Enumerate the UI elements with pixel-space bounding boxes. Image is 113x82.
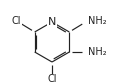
Text: N: N: [47, 17, 56, 27]
Text: NH₂: NH₂: [88, 16, 106, 26]
Text: NH₂: NH₂: [88, 47, 106, 57]
Text: Cl: Cl: [47, 74, 56, 82]
Text: Cl: Cl: [12, 16, 21, 26]
